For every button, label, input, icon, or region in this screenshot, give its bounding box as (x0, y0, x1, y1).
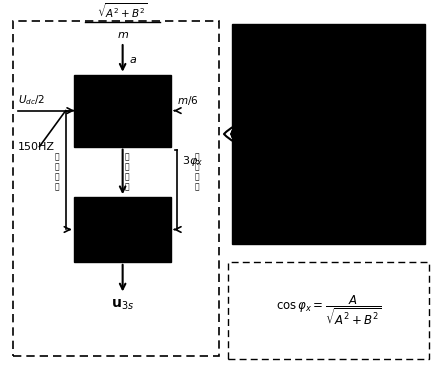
Text: 调
制
频
率: 调 制 频 率 (125, 153, 129, 191)
Text: $m/6$: $m/6$ (177, 94, 199, 107)
FancyBboxPatch shape (228, 262, 429, 359)
Text: 载
波
调
制: 载 波 调 制 (55, 153, 59, 191)
Text: $\mathbf{u}_{3s}$: $\mathbf{u}_{3s}$ (111, 298, 134, 312)
Text: $\sqrt{A^2+B^2}$: $\sqrt{A^2+B^2}$ (97, 2, 148, 21)
Text: $3\varphi_x$: $3\varphi_x$ (182, 154, 203, 168)
Text: $a$: $a$ (129, 55, 137, 65)
Text: $m$: $m$ (117, 30, 129, 40)
Bar (74, 197, 171, 262)
Text: 150HZ: 150HZ (18, 142, 54, 152)
Text: $\cos\varphi_x = \dfrac{A}{\sqrt{A^2+B^2}}$: $\cos\varphi_x = \dfrac{A}{\sqrt{A^2+B^2… (276, 294, 381, 327)
Bar (74, 75, 171, 147)
Text: $U_{dc}/2$: $U_{dc}/2$ (18, 93, 45, 107)
Bar (232, 24, 425, 244)
Text: 频
率
跟
踪: 频 率 跟 踪 (195, 153, 199, 191)
